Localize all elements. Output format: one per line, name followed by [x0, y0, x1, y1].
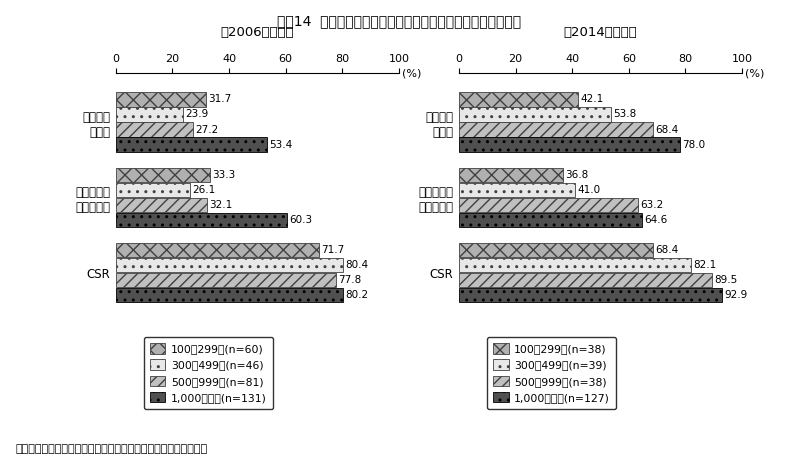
Text: 77.8: 77.8 [338, 275, 361, 285]
Text: 78.0: 78.0 [682, 140, 705, 150]
Bar [116, 213, 286, 227]
Text: 64.6: 64.6 [644, 215, 667, 225]
Bar [116, 168, 210, 182]
Text: 27.2: 27.2 [195, 124, 219, 134]
Bar [459, 213, 642, 227]
Bar [116, 288, 343, 302]
Text: 42.1: 42.1 [580, 95, 603, 105]
Text: (%): (%) [402, 68, 421, 78]
Text: 68.4: 68.4 [655, 245, 678, 255]
Text: 31.7: 31.7 [207, 95, 231, 105]
Bar [116, 183, 190, 197]
Bar [459, 258, 691, 272]
Text: 82.1: 82.1 [693, 260, 717, 270]
Bar [116, 243, 319, 257]
Bar [116, 123, 193, 137]
Text: 26.1: 26.1 [192, 185, 215, 195]
Text: 71.7: 71.7 [321, 245, 345, 255]
Bar [459, 138, 680, 152]
Text: 60.3: 60.3 [289, 215, 312, 225]
Text: 80.2: 80.2 [346, 290, 369, 300]
Bar [116, 258, 343, 272]
Text: 【2006年調査】: 【2006年調査】 [220, 26, 294, 39]
Bar [459, 273, 713, 287]
Text: 53.4: 53.4 [269, 140, 293, 150]
Bar [459, 107, 611, 122]
Text: 【2014年調査】: 【2014年調査】 [563, 26, 638, 39]
Text: 36.8: 36.8 [565, 170, 589, 180]
Text: 注：「重視している」「どちらかといえば重視している」の合計: 注：「重視している」「どちらかといえば重視している」の合計 [16, 444, 208, 454]
Bar [459, 123, 653, 137]
Text: 63.2: 63.2 [640, 200, 663, 210]
Text: 41.0: 41.0 [577, 185, 600, 195]
Legend: 100～299人(n=38), 300～499人(n=39), 500～999人(n=38), 1,000人以上(n=127): 100～299人(n=38), 300～499人(n=39), 500～999人… [487, 336, 616, 409]
Text: (%): (%) [745, 68, 764, 78]
Bar [459, 198, 638, 212]
Bar [459, 168, 563, 182]
Text: 68.4: 68.4 [655, 124, 678, 134]
Bar [459, 92, 578, 106]
Text: 図表14  それぞれの考え方を重視している割合（従業員数別）: 図表14 それぞれの考え方を重視している割合（従業員数別） [277, 14, 521, 28]
Bar [116, 138, 267, 152]
Bar [116, 273, 336, 287]
Text: 80.4: 80.4 [346, 260, 369, 270]
Bar [459, 183, 575, 197]
Bar [116, 107, 184, 122]
Bar [116, 92, 206, 106]
Text: 32.1: 32.1 [209, 200, 232, 210]
Bar [459, 243, 653, 257]
Bar [459, 288, 722, 302]
Legend: 100～299人(n=60), 300～499人(n=46), 500～999人(n=81), 1,000人以上(n=131): 100～299人(n=60), 300～499人(n=46), 500～999人… [144, 336, 273, 409]
Text: 89.5: 89.5 [715, 275, 738, 285]
Bar [116, 198, 207, 212]
Text: 23.9: 23.9 [186, 110, 209, 119]
Text: 33.3: 33.3 [212, 170, 235, 180]
Text: 53.8: 53.8 [614, 110, 637, 119]
Text: 92.9: 92.9 [725, 290, 748, 300]
